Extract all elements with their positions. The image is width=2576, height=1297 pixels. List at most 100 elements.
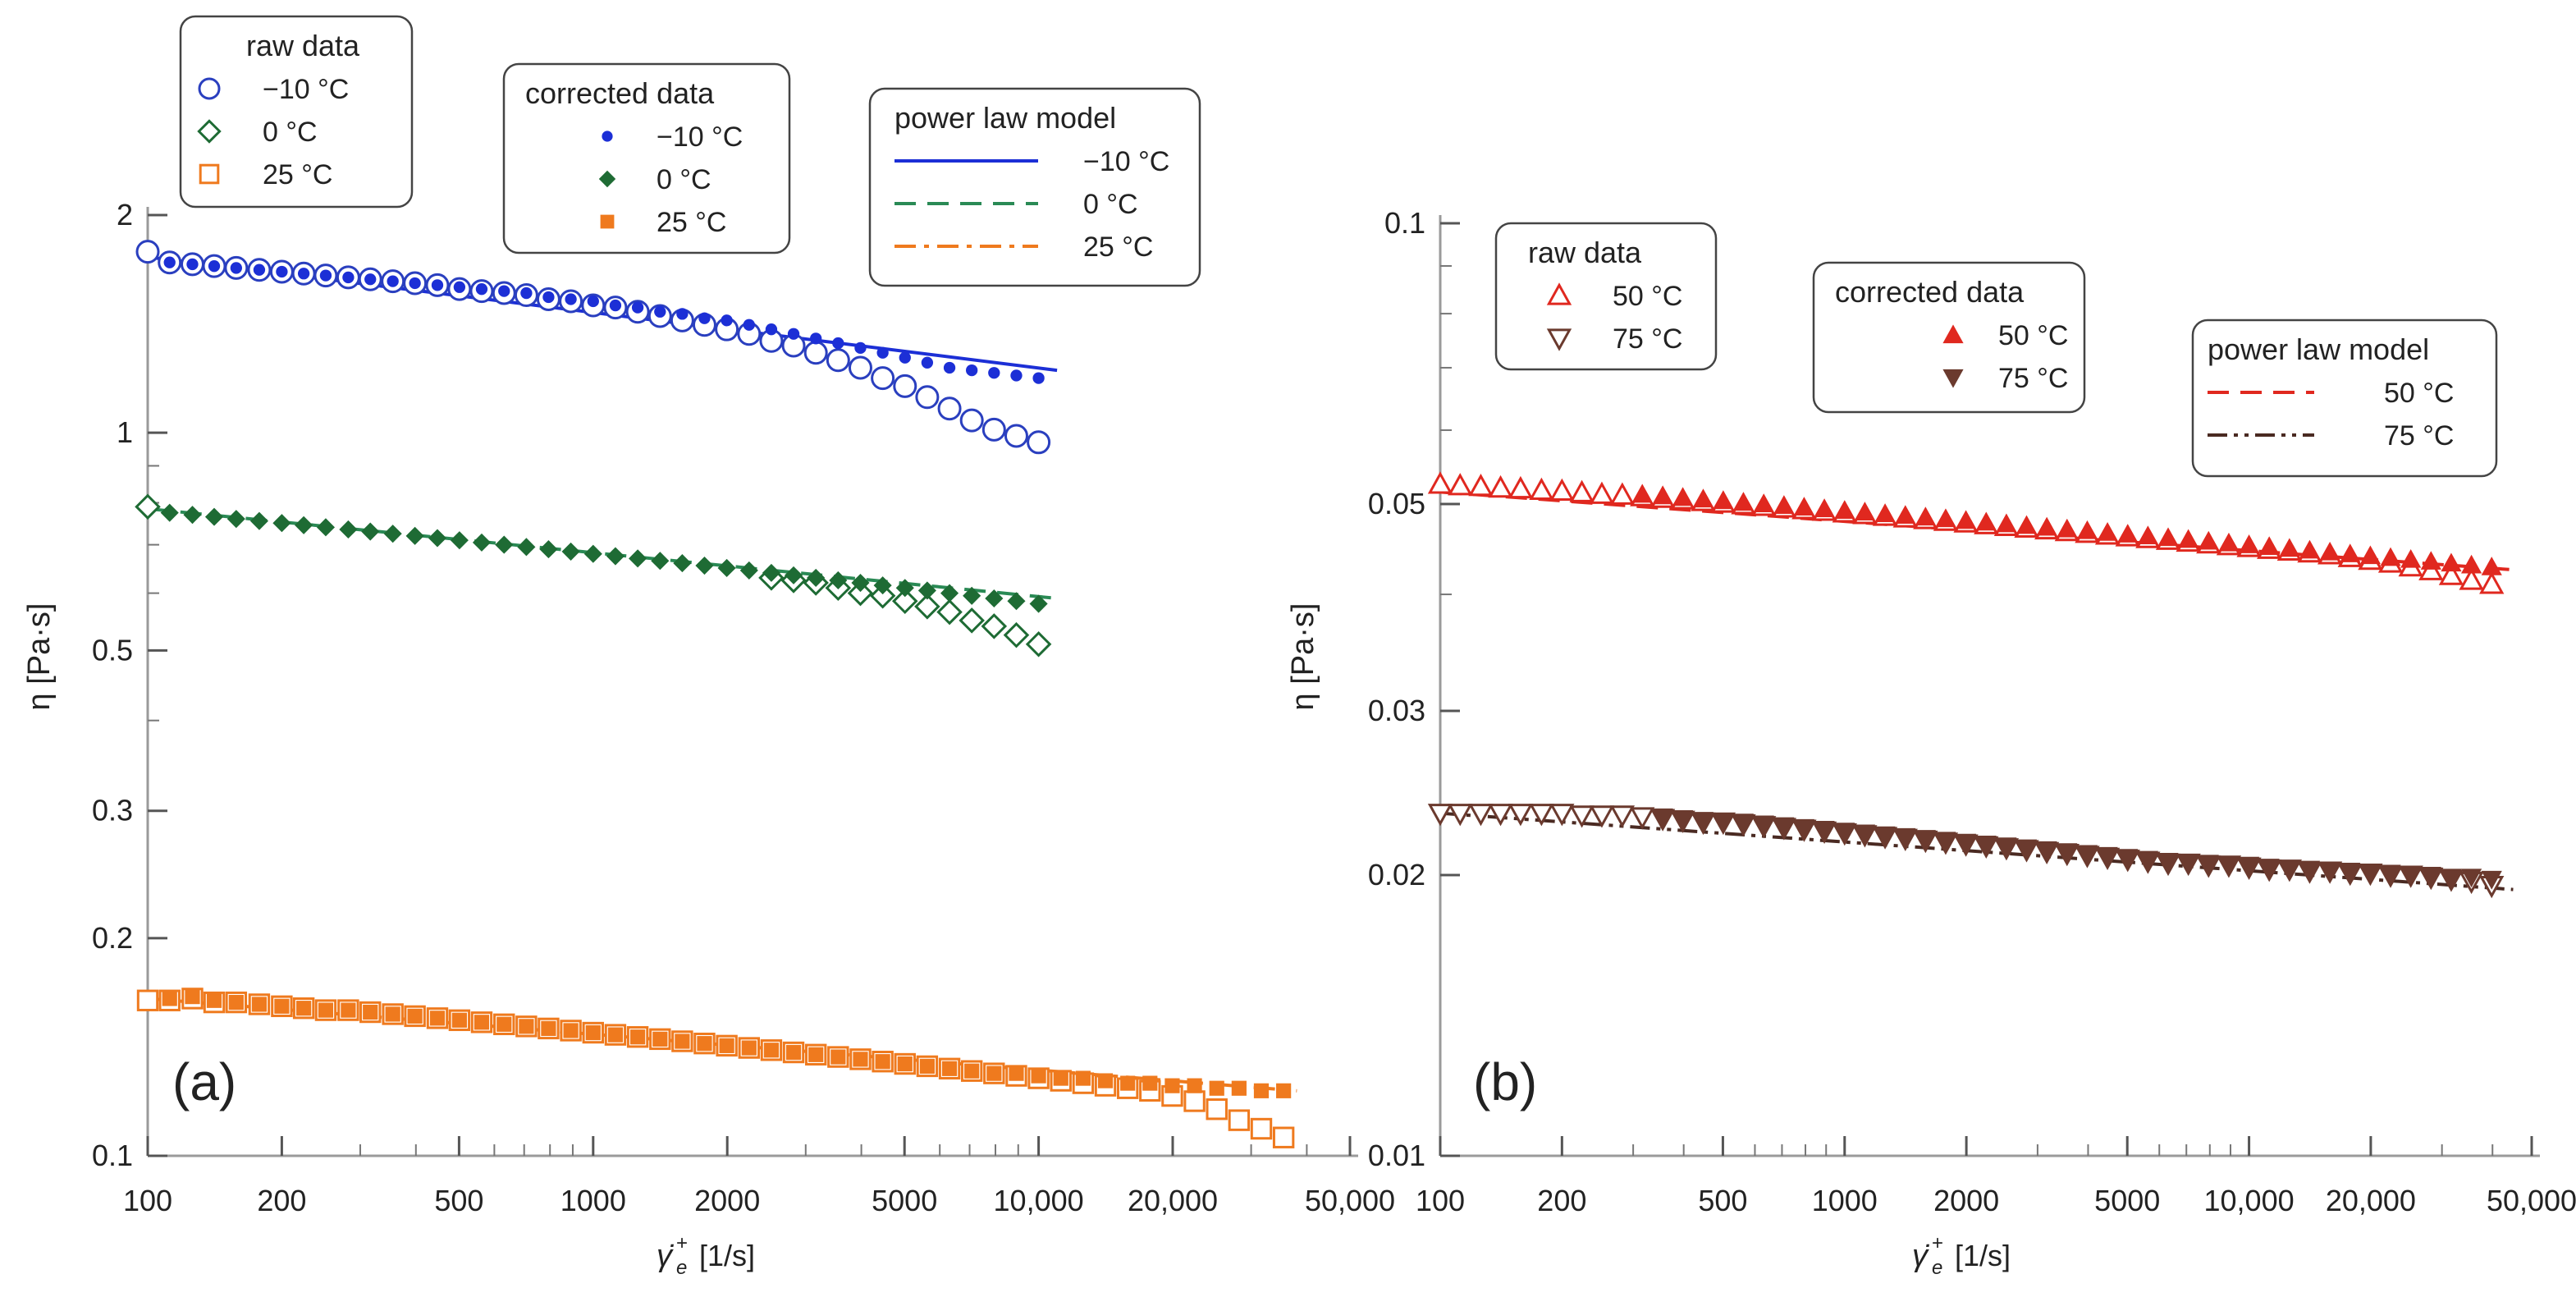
data-point <box>959 408 984 433</box>
legend-title: raw data <box>1528 236 1642 269</box>
data-point <box>519 1019 534 1034</box>
legend-title: raw data <box>246 29 360 62</box>
data-point <box>1025 630 1052 658</box>
data-point <box>2380 547 2401 566</box>
data-point <box>496 1016 512 1032</box>
data-point <box>1031 1068 1046 1084</box>
data-point <box>1609 805 1636 828</box>
legend-marker <box>199 163 220 185</box>
data-point <box>451 1012 467 1028</box>
data-point <box>2057 518 2078 538</box>
data-point <box>981 417 1006 442</box>
data-point <box>1004 424 1028 448</box>
legend-label: 75 °C <box>2384 420 2454 451</box>
legend-label: 0 °C <box>1083 189 1138 220</box>
data-point <box>541 1020 556 1036</box>
data-point <box>251 997 268 1012</box>
data-point <box>2340 863 2361 882</box>
data-point <box>787 328 800 340</box>
x-tick-label: 50,000 <box>2487 1184 2576 1217</box>
data-point <box>2299 860 2321 880</box>
data-point <box>2157 852 2179 872</box>
data-point <box>1549 804 1575 827</box>
data-point <box>272 514 291 533</box>
data-point <box>2117 849 2139 868</box>
x-tick-label: 1000 <box>1812 1184 1878 1217</box>
y-tick-label: 2 <box>117 198 133 231</box>
x-tick-label: 2000 <box>694 1184 760 1217</box>
data-point <box>1010 369 1023 382</box>
legend-title: power law model <box>2208 332 2429 366</box>
data-point <box>2218 856 2240 876</box>
data-point <box>2460 868 2482 888</box>
data-point <box>959 607 985 634</box>
data-point <box>561 542 580 561</box>
data-point <box>208 260 221 273</box>
data-point <box>183 506 202 525</box>
data-point <box>2076 845 2098 864</box>
panel-a: 100 200 500 1000 2000 5000 10,000 20,000 50,000 0… <box>22 15 1395 1279</box>
data-point <box>986 1066 1002 1081</box>
data-point <box>2198 855 2219 874</box>
x-tick-label: 1000 <box>560 1184 626 1217</box>
data-point <box>966 364 978 377</box>
data-point <box>295 516 313 534</box>
x-tick-label: 100 <box>123 1184 172 1217</box>
data-point <box>428 529 447 548</box>
data-point <box>1753 815 1774 835</box>
data-point <box>1834 500 1855 520</box>
data-point <box>676 308 689 320</box>
legend-label: 75 °C <box>1998 363 2068 394</box>
x-tick-label: 50,000 <box>1305 1184 1395 1217</box>
data-point <box>1834 823 1855 841</box>
data-point <box>2340 543 2361 562</box>
legend-marker <box>602 131 613 142</box>
legend-label: −10 °C <box>263 74 349 105</box>
data-point <box>206 992 222 1008</box>
data-point <box>1854 824 1876 844</box>
data-point <box>2420 866 2441 886</box>
data-point <box>253 264 266 276</box>
data-point <box>1272 1126 1295 1148</box>
data-point <box>832 337 844 350</box>
data-point <box>1935 508 1956 528</box>
data-point <box>1713 813 1734 832</box>
data-point <box>919 1058 935 1075</box>
data-point <box>230 262 242 274</box>
legend-marker <box>1546 328 1572 351</box>
legend-1: corrected data −10 °C 0 °C 25 °C <box>502 62 791 254</box>
data-point <box>1209 1080 1224 1096</box>
x-tick-label: 500 <box>1698 1184 1747 1217</box>
legend-box <box>179 15 414 209</box>
data-point <box>453 281 466 293</box>
data-point <box>2137 850 2158 870</box>
y-tick-label: 0.3 <box>92 794 133 827</box>
data-point <box>851 573 870 593</box>
data-point <box>1652 808 1673 827</box>
x-axis-label-symbol: γ̇ <box>1912 1239 1929 1273</box>
legend-label: 25 °C <box>657 207 726 238</box>
data-point <box>2157 527 2179 547</box>
data-point <box>893 374 917 398</box>
legend-0: raw data −10 °C 0 °C 25 °C <box>179 15 414 209</box>
data-point <box>1206 1098 1228 1121</box>
data-point <box>1183 1090 1206 1112</box>
data-point <box>1630 807 1655 830</box>
data-point <box>606 547 625 566</box>
data-point <box>1793 497 1815 516</box>
data-point <box>587 295 599 308</box>
data-point <box>1488 474 1513 498</box>
data-point <box>1773 495 1795 515</box>
data-point <box>2481 870 2502 890</box>
data-point <box>475 283 488 296</box>
data-point <box>361 522 380 541</box>
data-point <box>921 356 934 369</box>
data-point <box>1609 482 1636 505</box>
legend-title: corrected data <box>525 76 715 110</box>
data-point <box>2418 557 2444 580</box>
legend-label: 50 °C <box>2384 378 2454 409</box>
data-point <box>162 991 177 1006</box>
data-point <box>2319 863 2340 882</box>
y-tick-label: 0.02 <box>1368 858 1425 891</box>
data-point <box>963 586 981 605</box>
